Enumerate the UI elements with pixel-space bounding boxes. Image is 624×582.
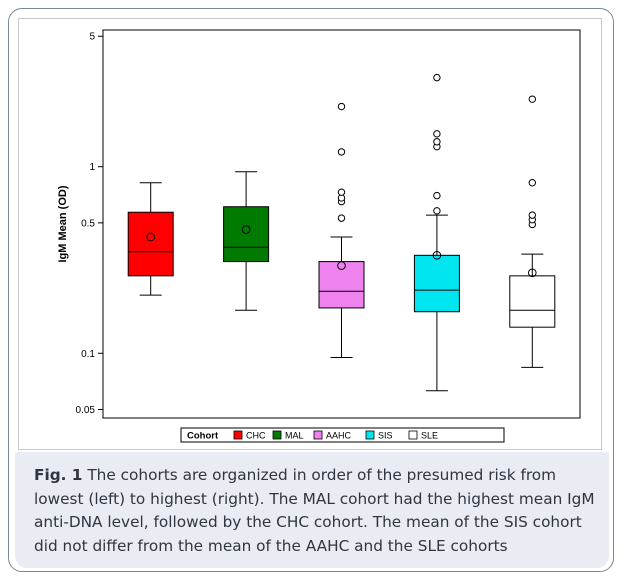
box-sis <box>413 73 460 392</box>
figure-label: Fig. 1 <box>34 466 83 484</box>
outlier-point <box>528 179 536 187</box>
y-tick-label: 0.5 <box>81 218 95 229</box>
y-axis-label: IgM Mean (OD) <box>57 185 69 262</box>
outlier-point <box>433 191 441 200</box>
box-plot-chart: 5 1 0.5 0.1 0.05 IgM Mean (OD) Cohort CHC MAL AAH… <box>57 29 581 443</box>
outlier-point <box>337 188 346 196</box>
legend-swatch-sis <box>365 430 375 440</box>
legend-swatch-mal <box>272 430 282 440</box>
legend-label-aahc: AAHC <box>326 431 352 441</box>
legend-label-sis: SIS <box>378 431 393 441</box>
mean-marker <box>432 251 442 260</box>
box-body <box>509 275 556 328</box>
outlier-point <box>528 95 536 103</box>
legend-swatch-chc <box>233 430 243 440</box>
y-tick-label: 0.05 <box>76 405 96 416</box>
legend-swatch-aahc <box>313 430 323 440</box>
mean-marker <box>337 261 346 270</box>
y-tick-label: 1 <box>89 162 95 173</box>
legend: Cohort CHC MAL AAHC SIS SLE <box>180 427 505 443</box>
box-body <box>127 211 174 277</box>
mean-marker <box>528 268 537 278</box>
box-sle <box>509 95 556 368</box>
caption-text: The cohorts are organized in order of th… <box>34 466 595 555</box>
box-body <box>413 254 460 313</box>
figure-caption: Fig. 1 The cohorts are organized in orde… <box>34 464 609 558</box>
plot-area <box>102 29 581 419</box>
legend-box <box>180 427 505 443</box>
outlier-point <box>528 211 536 219</box>
mean-marker <box>241 225 251 234</box>
box-mal <box>223 171 270 311</box>
outlier-point <box>433 207 441 215</box>
y-tick-label: 0.1 <box>81 349 95 360</box>
outlier-point <box>433 130 441 138</box>
outlier-point <box>433 138 441 146</box>
box-body <box>318 261 365 309</box>
outlier-point <box>337 148 346 156</box>
legend-title: Cohort <box>187 431 219 442</box>
legend-swatch-sle <box>408 430 418 440</box>
box-body <box>223 206 270 263</box>
outlier-point <box>433 73 441 82</box>
mean-marker <box>146 232 155 242</box>
legend-label-chc: CHC <box>246 431 266 441</box>
outlier-point <box>337 102 346 111</box>
box-aahc <box>318 102 365 358</box>
y-tick-label: 5 <box>89 32 95 43</box>
legend-label-mal: MAL <box>285 431 304 441</box>
outlier-point <box>337 214 346 222</box>
box-chc <box>127 182 174 296</box>
caption-box <box>15 452 609 568</box>
legend-label-sle: SLE <box>421 431 438 441</box>
